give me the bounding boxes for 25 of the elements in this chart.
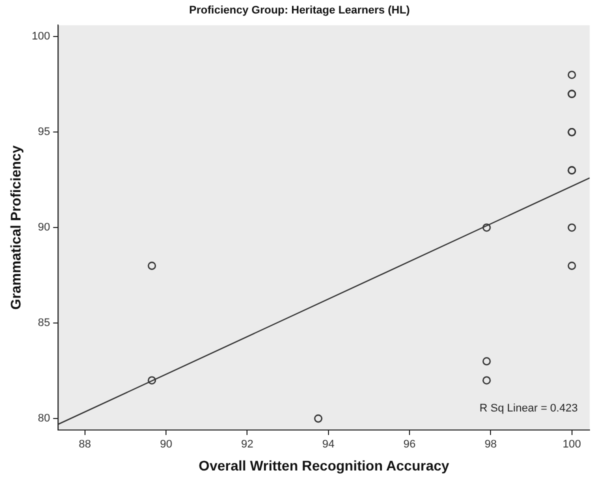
y-axis-title: Grammatical Proficiency	[7, 145, 24, 310]
annotation: R Sq Linear = 0.423	[480, 402, 578, 415]
y-tick-label: 80	[38, 412, 50, 425]
point	[482, 376, 491, 385]
point	[482, 223, 491, 232]
y-tick-label: 95	[38, 126, 50, 138]
x-tick-label: 92	[241, 438, 254, 451]
point	[314, 414, 322, 423]
point	[148, 262, 156, 270]
x-tick-label: 100	[562, 438, 582, 451]
y-tick-label: 90	[38, 222, 50, 234]
chart-title: Proficiency Group: Heritage Learners (HL)	[189, 4, 410, 17]
x-tick-label: 98	[484, 438, 497, 451]
point	[148, 376, 156, 385]
y-tick-label: 100	[32, 30, 50, 43]
point	[482, 357, 491, 366]
point	[568, 70, 576, 79]
x-tick-label: 90	[160, 438, 172, 451]
point	[568, 262, 576, 270]
point	[568, 223, 576, 232]
y-tick-label: 85	[38, 317, 50, 330]
x-tick-label: 96	[403, 438, 416, 451]
x-tick-label: 94	[322, 438, 335, 451]
x-tick-label: 88	[78, 438, 92, 451]
x-axis-title: Overall Written Recognition Accuracy	[198, 457, 450, 474]
